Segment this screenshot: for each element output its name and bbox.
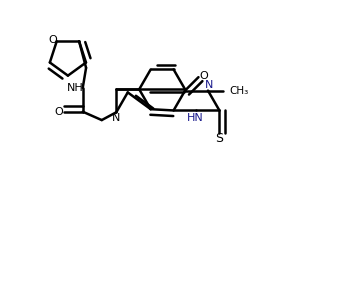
- Text: O: O: [54, 107, 63, 117]
- Text: O: O: [200, 71, 209, 81]
- Text: CH₃: CH₃: [229, 86, 249, 96]
- Text: NH: NH: [67, 83, 83, 93]
- Text: N: N: [205, 80, 213, 90]
- Text: HN: HN: [186, 113, 203, 123]
- Text: O: O: [48, 35, 57, 45]
- Text: S: S: [215, 132, 223, 145]
- Text: N: N: [112, 114, 121, 123]
